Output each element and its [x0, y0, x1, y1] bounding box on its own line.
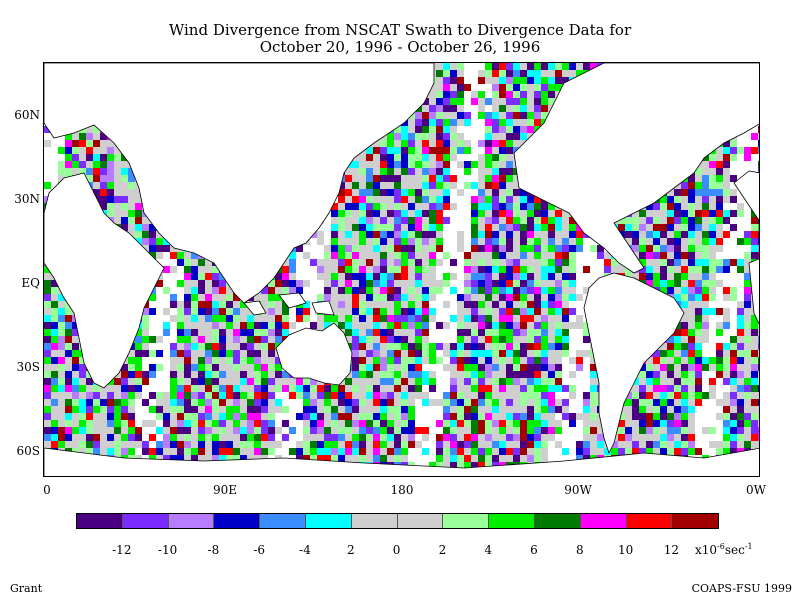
land-masses — [44, 63, 759, 476]
land-south-america — [583, 272, 685, 455]
divergence-map — [43, 62, 760, 477]
colorbar-swatch-8 — [443, 514, 490, 528]
land-africa-east-edge — [748, 258, 759, 325]
colorbar-label-3: -6 — [253, 543, 266, 557]
colorbar-swatch-2 — [168, 514, 215, 528]
land-africa — [44, 172, 165, 389]
map-title-line1: Wind Divergence from NSCAT Swath to Dive… — [168, 21, 632, 39]
colorbar-label-0: -12 — [112, 543, 132, 557]
author-credit: Grant — [10, 582, 43, 595]
colorbar-label-4: -4 — [299, 543, 311, 557]
land-australia — [275, 322, 353, 386]
lat-label-eq: EQ — [21, 276, 40, 290]
lat-label-30s: 30S — [16, 360, 41, 374]
lon-label-0: 0 — [43, 483, 51, 497]
colorbar-swatch-4 — [260, 514, 306, 528]
lon-label-90w: 90W — [564, 483, 592, 497]
map-canvas — [44, 63, 759, 476]
colorbar-swatch-12 — [626, 514, 673, 528]
land-indonesia — [243, 292, 335, 316]
colorbar-label-2: -8 — [207, 543, 220, 557]
colorbar-swatch-1 — [122, 514, 169, 528]
land-eurasia — [44, 63, 435, 304]
lat-label-30n: 30N — [14, 192, 40, 206]
lon-label-180: 180 — [390, 483, 414, 497]
colorbar-label-5: 2 — [346, 543, 355, 557]
colorbar-label-11: 10 — [617, 543, 634, 557]
colorbar-swatch-10 — [534, 514, 581, 528]
land-europe-east-edge — [733, 170, 759, 221]
lon-label-0w: 0W — [746, 483, 766, 497]
colorbar-units: x10-6sec-1 — [695, 542, 753, 557]
colorbar-swatch-11 — [580, 514, 627, 528]
colorbar-label-1: -10 — [157, 543, 178, 557]
colorbar-label-10: 8 — [575, 543, 584, 557]
institution-credit: COAPS-FSU 1999 — [691, 582, 792, 595]
lat-label-60s: 60S — [16, 444, 41, 458]
lon-label-90e: 90E — [212, 483, 238, 497]
colorbar-swatch-5 — [305, 514, 352, 528]
map-title-line2: October 20, 1996 - October 26, 1996 — [259, 38, 541, 56]
land-antarctica — [44, 447, 759, 476]
colorbar-swatch-13 — [672, 514, 719, 528]
colorbar-label-8: 4 — [484, 543, 492, 557]
colorbar-swatch-3 — [214, 514, 261, 528]
colorbar-label-6: 0 — [392, 543, 401, 557]
colorbar-label-12: 12 — [663, 543, 680, 557]
colorbar-swatch-9 — [489, 514, 535, 528]
colorbar-swatch-0 — [77, 514, 123, 528]
lat-label-60n: 60N — [14, 108, 40, 122]
colorbar-swatch-7 — [397, 514, 444, 528]
colorbar — [76, 513, 720, 529]
colorbar-label-9: 6 — [530, 543, 538, 557]
colorbar-label-7: 2 — [438, 543, 447, 557]
land-north-america — [513, 63, 759, 274]
colorbar-swatch-6 — [351, 514, 398, 528]
